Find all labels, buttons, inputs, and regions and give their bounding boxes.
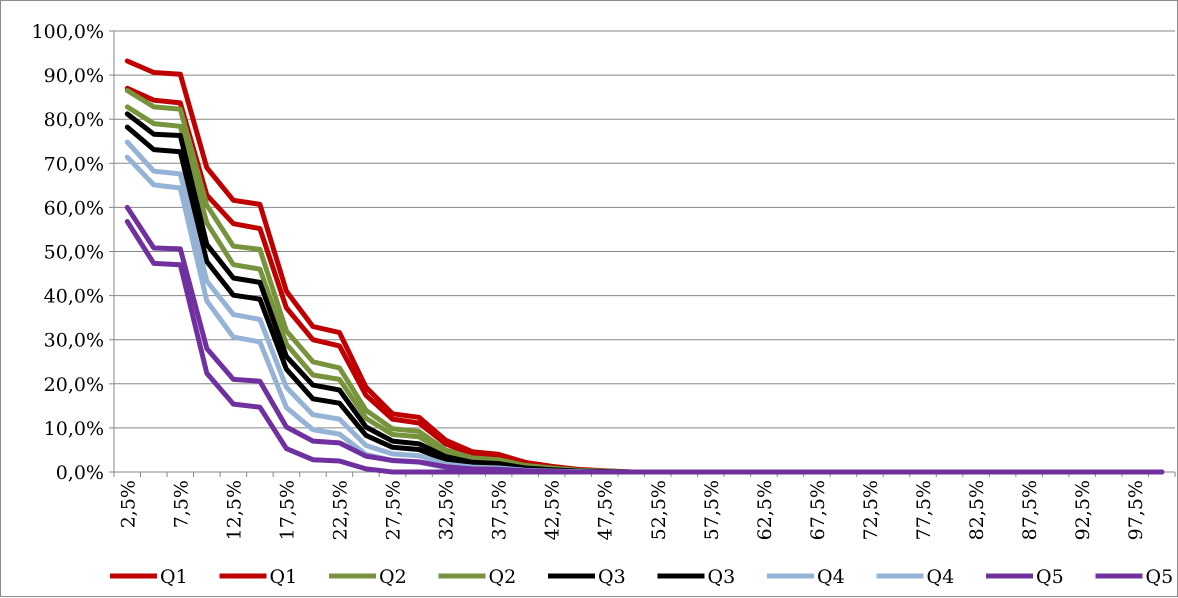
legend-label: Q1: [160, 566, 188, 588]
y-tick-label: 70,0%: [44, 153, 104, 175]
x-tick-label: 92,5%: [1072, 480, 1094, 540]
series-line-q5-b: [124, 219, 1165, 475]
x-tick-label: 17,5%: [276, 480, 298, 540]
y-tick-label: 90,0%: [44, 65, 104, 87]
legend-label: Q4: [927, 566, 955, 588]
x-tick-label: 57,5%: [701, 480, 723, 540]
legend-label: Q1: [270, 566, 298, 588]
legend-label: Q3: [598, 566, 626, 588]
legend-label: Q5: [1146, 566, 1174, 588]
x-tick-label: 12,5%: [223, 480, 245, 540]
x-tick-label: 47,5%: [595, 480, 617, 540]
x-tick-label: 97,5%: [1125, 480, 1147, 540]
y-tick-label: 10,0%: [44, 418, 104, 440]
legend-label: Q3: [708, 566, 736, 588]
x-tick-label: 2,5%: [117, 480, 139, 528]
x-tick-label: 52,5%: [648, 480, 670, 540]
y-tick-labels: 0,0% 10,0% 20,0% 30,0% 40,0% 50,0% 60,0% 70,0% 8…: [32, 21, 104, 484]
x-tick-label: 67,5%: [807, 480, 829, 540]
y-tick-label: 30,0%: [44, 330, 104, 352]
y-tick-label: 80,0%: [44, 109, 104, 131]
x-tick-label: 7,5%: [170, 480, 192, 528]
x-tick-labels: 2,5% 7,5% 12,5% 17,5% 22,5% 27,5% 32,5% 37,5% 42…: [117, 480, 1147, 540]
x-tick-label: 82,5%: [966, 480, 988, 540]
legend-label: Q4: [817, 566, 845, 588]
x-tick-label: 72,5%: [860, 480, 882, 540]
y-tick-label: 0,0%: [56, 462, 104, 484]
series-lines: [124, 58, 1165, 475]
x-tick-label: 87,5%: [1019, 480, 1041, 540]
x-tick-label: 32,5%: [436, 480, 458, 540]
y-tick-label: 50,0%: [44, 242, 104, 264]
x-tick-label: 62,5%: [754, 480, 776, 540]
y-tick-label: 60,0%: [44, 197, 104, 219]
legend-label: Q2: [379, 566, 407, 588]
y-tick-label: 100,0%: [32, 21, 104, 43]
y-tick-label: 20,0%: [44, 374, 104, 396]
legend: Q1 Q1 Q2 Q2 Q3 Q3 Q4 Q4 Q5 Q5: [110, 566, 1173, 588]
x-tick-label: 77,5%: [913, 480, 935, 540]
legend-label: Q5: [1036, 566, 1064, 588]
series-line-q1-a: [124, 58, 1165, 475]
legend-label: Q2: [489, 566, 517, 588]
x-tick-label: 27,5%: [383, 480, 405, 540]
x-tick-label: 42,5%: [542, 480, 564, 540]
x-tick-label: 22,5%: [329, 480, 351, 540]
x-tick-label: 37,5%: [489, 480, 511, 540]
y-tick-label: 40,0%: [44, 286, 104, 308]
